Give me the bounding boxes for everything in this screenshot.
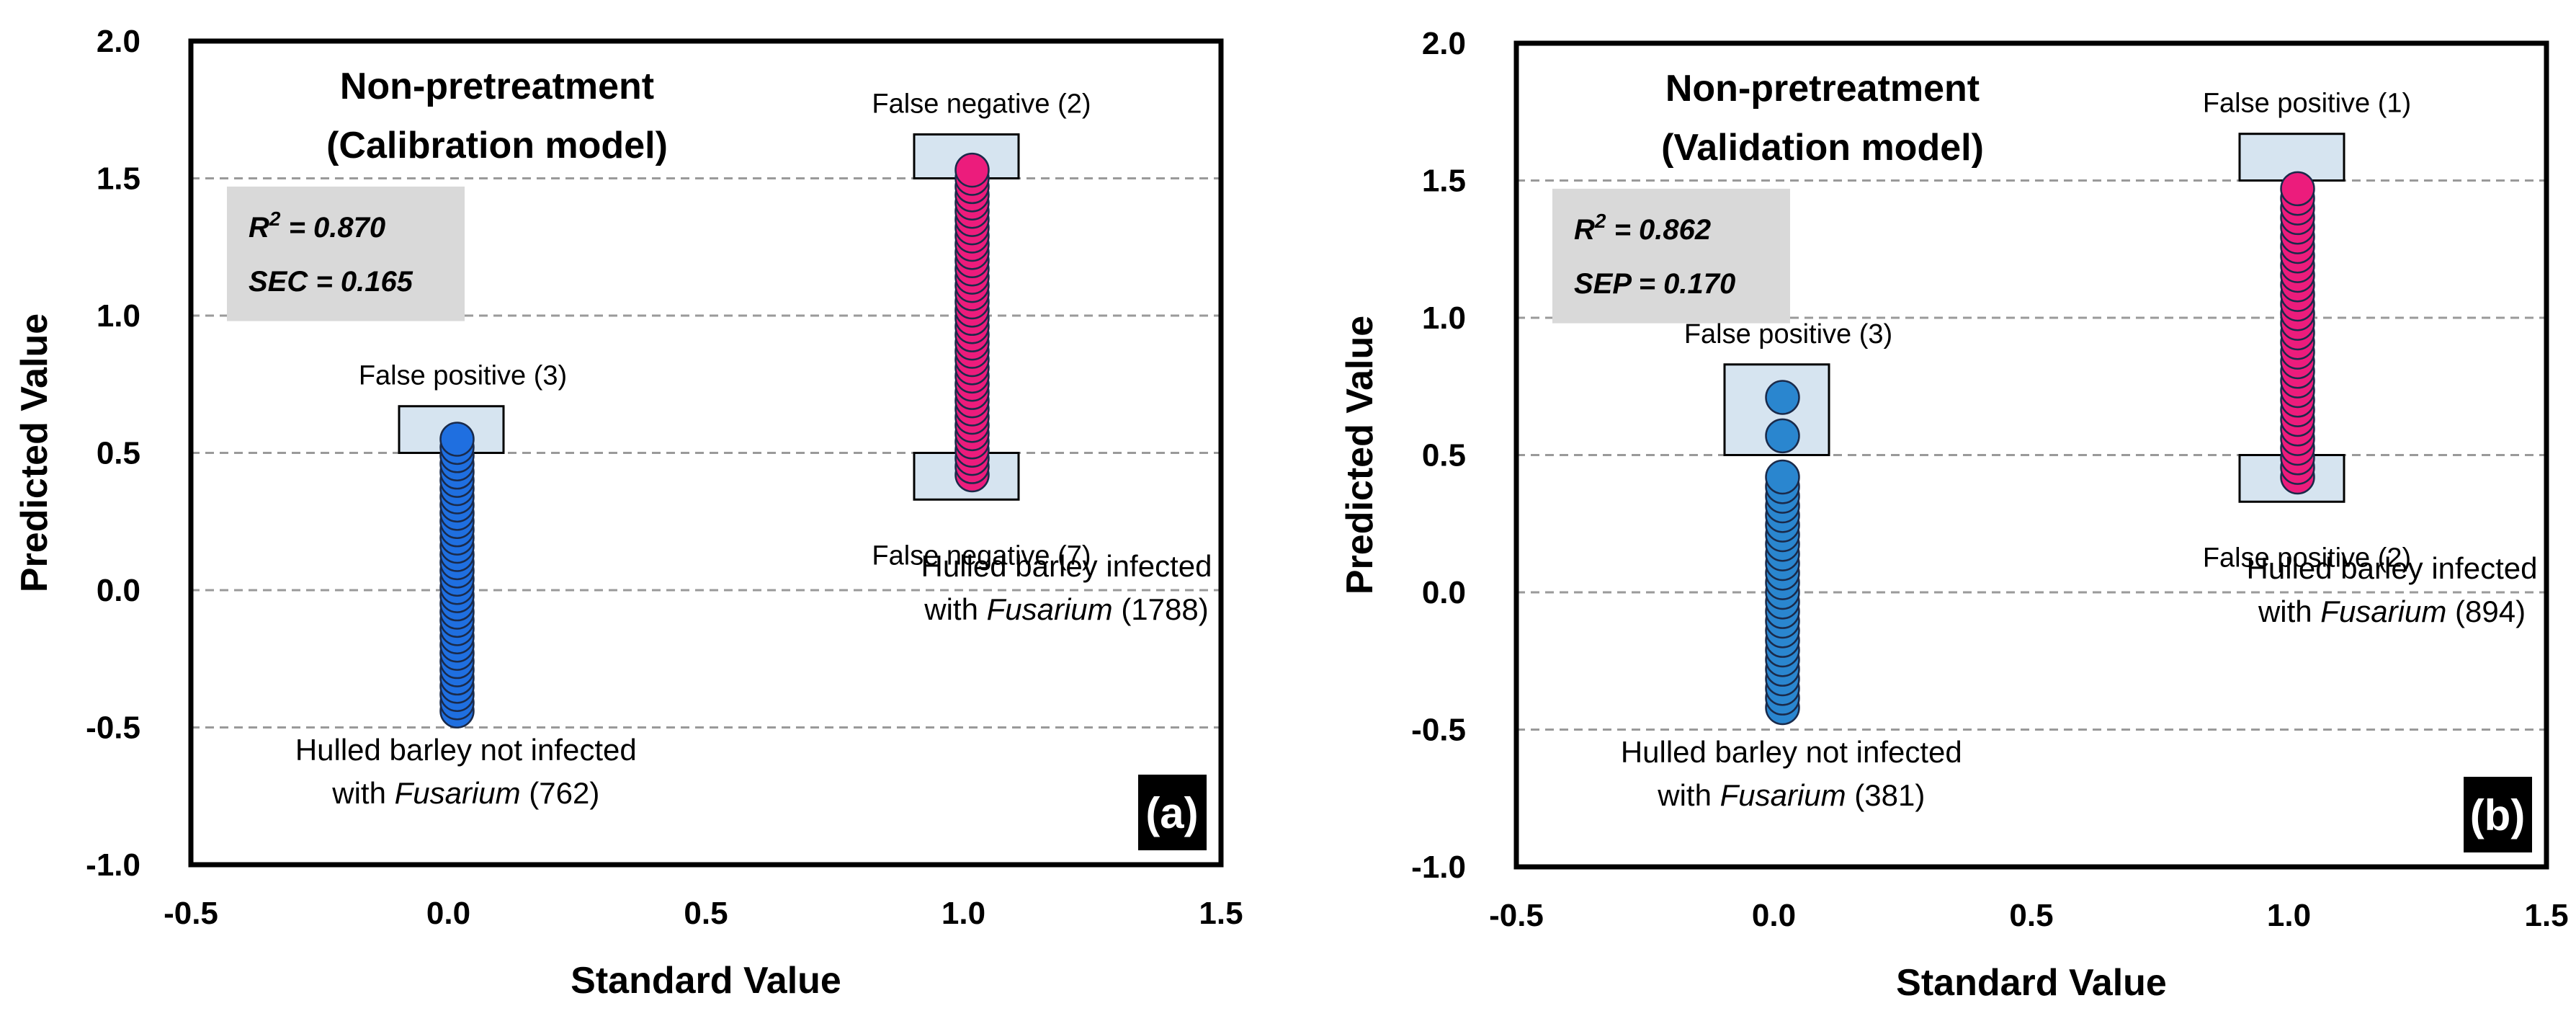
group-label-line1: Hulled barley not infected — [295, 733, 637, 767]
data-point — [439, 422, 475, 457]
stats-box — [1552, 188, 1790, 324]
plot-frame — [1513, 40, 2549, 870]
x-tick-label: 0.0 — [1752, 898, 1796, 933]
r-squared-text: R2 = 0.870 — [249, 208, 385, 244]
y-tick-label: -0.5 — [86, 710, 140, 746]
x-axis-label: Standard Value — [571, 960, 841, 1002]
y-tick-label: 0.5 — [97, 436, 140, 471]
misclassification-label: False positive (3) — [1684, 319, 1892, 349]
x-tick-label: 1.0 — [942, 896, 985, 931]
group-label-species: Fusarium — [1720, 778, 1846, 812]
group-label-line2: with Fusarium (762) — [331, 776, 599, 810]
group-label-line2: with Fusarium (381) — [1657, 778, 1925, 812]
group-label-count: (894) — [2446, 594, 2526, 628]
misclassification-label: False negative (2) — [872, 89, 1091, 120]
data-point — [1765, 418, 1800, 454]
plot-frame — [188, 38, 1224, 868]
x-tick-label: -0.5 — [164, 896, 218, 931]
misclassification-label: False negative (7) — [872, 540, 1091, 571]
group-label-line1: Hulled barley infected — [2247, 551, 2538, 585]
y-tick-label: 1.5 — [1422, 164, 1466, 199]
r-squared-value: = 0.870 — [280, 212, 385, 244]
error-stat-text: SEC = 0.165 — [249, 266, 413, 298]
data-point — [1765, 380, 1800, 415]
y-tick-label: 1.0 — [1422, 300, 1466, 336]
group-label-line2: with Fusarium (1788) — [923, 592, 1208, 626]
group-label-prefix: with — [1657, 778, 1719, 812]
y-axis-label: Predicted Value — [14, 313, 55, 592]
y-tick-label: -1.0 — [1411, 850, 1466, 885]
r-squared-symbol: R — [1574, 214, 1595, 246]
group-label-line1: Hulled barley not infected — [1621, 735, 1962, 769]
r-squared-superscript: 2 — [269, 208, 281, 230]
r-squared-symbol: R — [249, 212, 269, 244]
group-label-species: Fusarium — [2320, 594, 2446, 628]
r-squared-superscript: 2 — [1594, 210, 1606, 232]
misclassification-label: False positive (1) — [2203, 89, 2411, 119]
y-tick-label: 2.0 — [1422, 26, 1466, 61]
y-tick-label: -0.5 — [1411, 713, 1466, 748]
data-point — [954, 152, 990, 188]
data-point — [2280, 171, 2315, 207]
x-tick-label: 0.5 — [684, 896, 728, 931]
x-tick-label: -0.5 — [1489, 898, 1544, 933]
y-axis-label: Predicted Value — [1339, 316, 1381, 594]
misclassification-label: False positive (2) — [2203, 543, 2411, 573]
x-tick-label: 0.0 — [426, 896, 470, 931]
y-tick-label: 0.0 — [97, 573, 140, 608]
panel-label-box — [1138, 775, 1207, 850]
group-label-prefix: with — [2258, 594, 2320, 628]
group-label-species: Fusarium — [987, 592, 1113, 626]
x-axis-label: Standard Value — [1896, 962, 2167, 1004]
chart-title-line1: Non-pretreatment — [1665, 68, 1980, 110]
chart-title-line1: Non-pretreatment — [340, 66, 654, 107]
error-stat-text: SEP = 0.170 — [1574, 268, 1735, 300]
r-squared-value: = 0.862 — [1606, 214, 1711, 246]
y-tick-label: 0.0 — [1422, 575, 1466, 610]
chart-panel-b: -1.0 -0.5 0.0 0.5 1.0 1.5 2.0 -0.5 0.0 0.5 1.0 1.5 S… — [1339, 26, 2569, 1004]
y-tick-label: -1.0 — [86, 847, 140, 883]
group-label-species: Fusarium — [395, 776, 521, 810]
misclassification-label: False positive (3) — [359, 361, 567, 391]
stats-box — [227, 186, 465, 321]
y-tick-label: 1.0 — [97, 298, 140, 334]
chart-panel-a: -1.0 -0.5 0.0 0.5 1.0 1.5 2.0 -0.5 0.0 0.5 1.0 1.5 S… — [14, 24, 1243, 1002]
group-label-count: (381) — [1846, 778, 1926, 812]
group-label-prefix: with — [923, 592, 986, 626]
data-point — [1765, 459, 1800, 495]
x-tick-label: 1.0 — [2267, 898, 2311, 933]
x-tick-label: 1.5 — [1199, 896, 1243, 931]
group-label-line2: with Fusarium (894) — [2258, 594, 2526, 628]
group-label-count: (762) — [521, 776, 600, 810]
y-tick-label: 0.5 — [1422, 438, 1466, 473]
panel-label: (b) — [2470, 791, 2526, 839]
panel-label: (a) — [1145, 789, 1198, 837]
group-label-line1: Hulled barley infected — [921, 549, 1212, 583]
panel-label-box — [2464, 777, 2532, 852]
group-label-count: (1788) — [1113, 592, 1209, 626]
chart-title-line2: (Calibration model) — [326, 125, 668, 166]
r-squared-text: R2 = 0.862 — [1574, 210, 1711, 246]
x-tick-label: 0.5 — [2009, 898, 2053, 933]
chart-title-line2: (Validation model) — [1661, 127, 1984, 169]
x-tick-label: 1.5 — [2524, 898, 2568, 933]
y-tick-label: 1.5 — [97, 161, 140, 197]
y-tick-label: 2.0 — [97, 24, 140, 59]
group-label-prefix: with — [331, 776, 394, 810]
